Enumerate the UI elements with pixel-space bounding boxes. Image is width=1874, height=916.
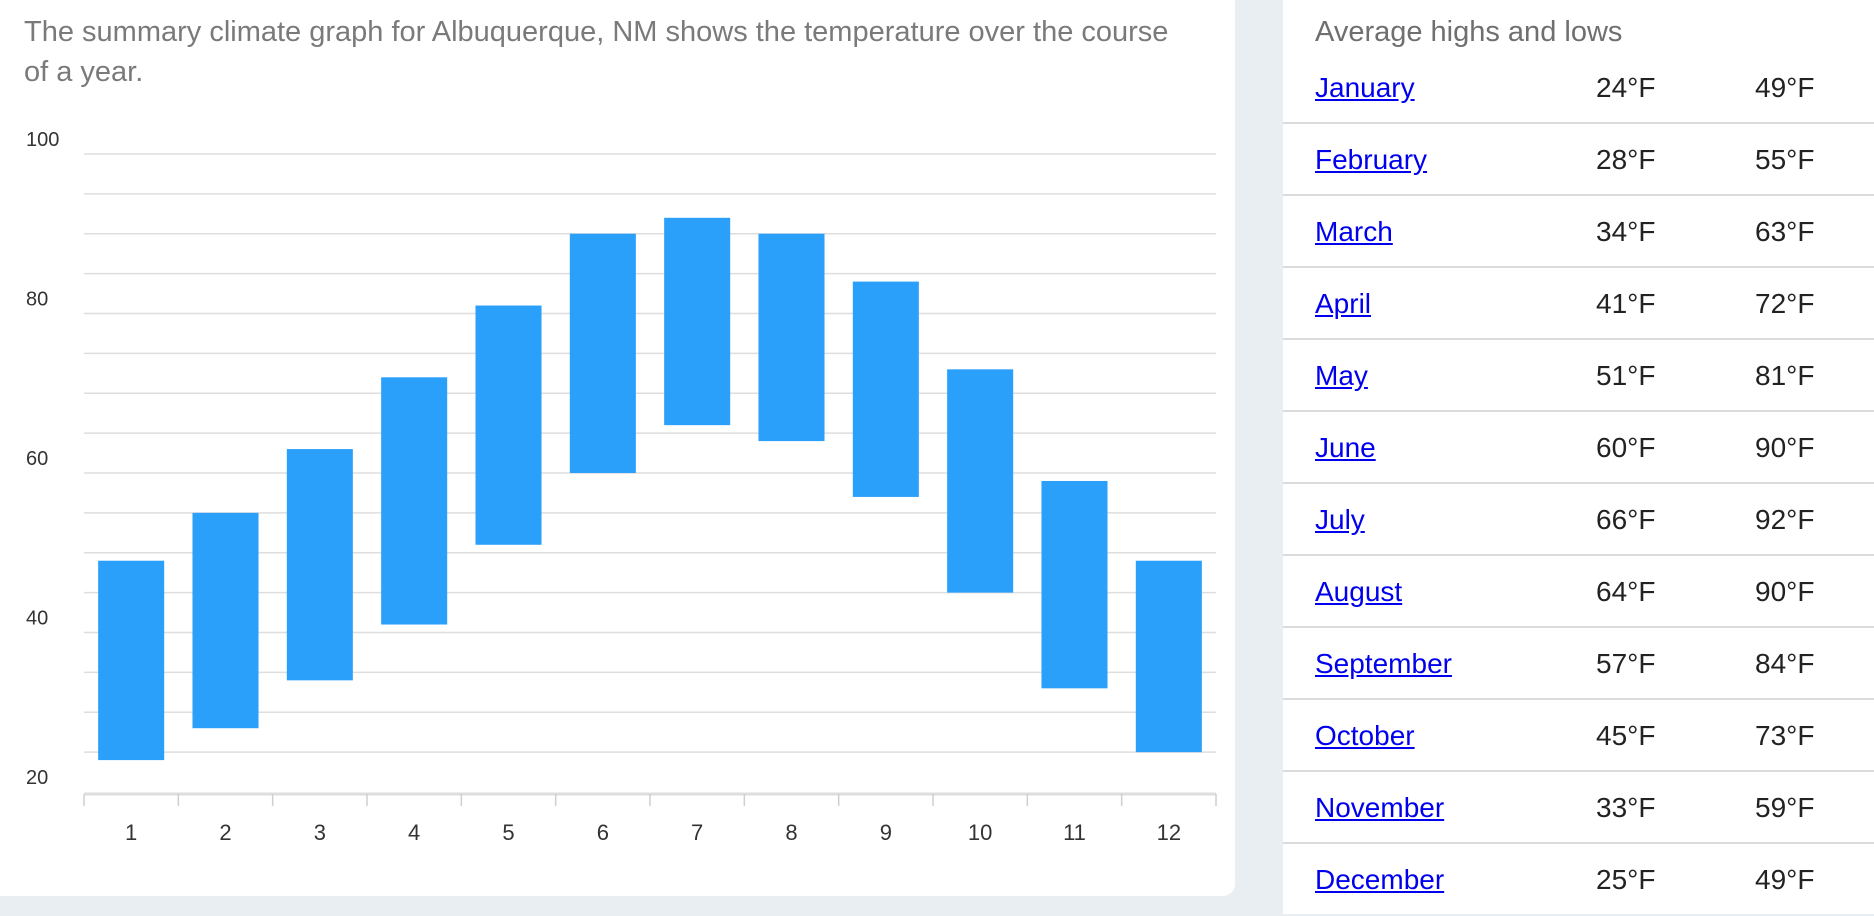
- row-divider: [1283, 842, 1874, 844]
- row-divider: [1283, 338, 1874, 340]
- low-temp: 45°F: [1596, 720, 1656, 751]
- y-tick-label: 40: [26, 608, 48, 630]
- x-axis: [83, 792, 1217, 806]
- temperature-bar-11: [1041, 480, 1108, 689]
- high-temp: 55°F: [1755, 144, 1815, 175]
- row-divider: [1283, 194, 1874, 196]
- temperature-bar-5: [475, 305, 542, 545]
- temperature-bar-12: [1135, 560, 1202, 753]
- low-temp: 66°F: [1596, 504, 1656, 535]
- table-row: October 45°F 73°F: [1283, 700, 1874, 772]
- row-divider: [1283, 266, 1874, 268]
- low-temp: 25°F: [1596, 864, 1656, 895]
- x-tick-label: 4: [408, 820, 420, 840]
- month-link-august[interactable]: August: [1315, 576, 1403, 607]
- low-temp: 28°F: [1596, 144, 1656, 175]
- high-temp: 72°F: [1755, 288, 1815, 319]
- high-temp: 49°F: [1755, 864, 1815, 895]
- month-link-march[interactable]: March: [1315, 216, 1393, 247]
- high-temp: 73°F: [1755, 720, 1815, 751]
- row-divider: [1283, 698, 1874, 700]
- x-tick-label: 1: [125, 820, 137, 840]
- table-row: January 24°F 49°F: [1283, 52, 1874, 124]
- table-row: May 51°F 81°F: [1283, 340, 1874, 412]
- high-temp: 49°F: [1755, 72, 1815, 103]
- temperature-bar-2: [192, 512, 259, 729]
- temperature-bar-7: [664, 217, 731, 426]
- table-row: July 66°F 92°F: [1283, 484, 1874, 556]
- month-link-january[interactable]: January: [1315, 72, 1415, 103]
- table-title: Average highs and lows: [1315, 16, 1623, 48]
- temperature-bar-4: [381, 377, 448, 625]
- y-axis-labels: 20 40 60 80 100: [26, 129, 59, 789]
- high-temp: 90°F: [1755, 576, 1815, 607]
- x-tick-label: 9: [880, 820, 892, 840]
- temperature-bar-6: [569, 233, 636, 473]
- y-tick-label: 100: [26, 129, 59, 151]
- table-row: April 41°F 72°F: [1283, 268, 1874, 340]
- low-temp: 51°F: [1596, 360, 1656, 391]
- x-tick-label: 3: [314, 820, 326, 840]
- table-row: December 25°F 49°F: [1283, 844, 1874, 916]
- row-divider: [1283, 410, 1874, 412]
- table-row: August 64°F 90°F: [1283, 556, 1874, 628]
- low-temp: 64°F: [1596, 576, 1656, 607]
- high-temp: 92°F: [1755, 504, 1815, 535]
- highs-lows-panel: Average highs and lows January 24°F 49°F Fe…: [1283, 0, 1874, 914]
- month-link-may[interactable]: May: [1315, 360, 1368, 391]
- temperature-bar-10: [947, 369, 1014, 593]
- x-tick-label: 7: [691, 820, 703, 840]
- row-divider: [1283, 554, 1874, 556]
- x-tick-label: 12: [1157, 820, 1181, 840]
- month-link-november[interactable]: November: [1315, 792, 1445, 823]
- low-temp: 60°F: [1596, 432, 1656, 463]
- month-link-april[interactable]: April: [1315, 288, 1372, 319]
- y-tick-label: 20: [26, 767, 48, 789]
- month-link-july[interactable]: July: [1315, 504, 1365, 535]
- low-temp: 57°F: [1596, 648, 1656, 679]
- table-row: September 57°F 84°F: [1283, 628, 1874, 700]
- x-tick-label: 8: [785, 820, 797, 840]
- table-row: November 33°F 59°F: [1283, 772, 1874, 844]
- temperature-bar-1: [98, 560, 165, 761]
- low-temp: 34°F: [1596, 216, 1656, 247]
- table-row: June 60°F 90°F: [1283, 412, 1874, 484]
- row-divider: [1283, 770, 1874, 772]
- high-temp: 90°F: [1755, 432, 1815, 463]
- y-tick-label: 60: [26, 448, 48, 470]
- low-temp: 33°F: [1596, 792, 1656, 823]
- low-temp: 41°F: [1596, 288, 1656, 319]
- month-link-february[interactable]: February: [1315, 144, 1428, 175]
- high-temp: 81°F: [1755, 360, 1815, 391]
- month-link-june[interactable]: June: [1315, 432, 1376, 463]
- row-divider: [1283, 482, 1874, 484]
- x-axis-labels: 1 2 3 4 5 6 7 8 9 10 11 12: [125, 820, 1181, 840]
- x-tick-label: 6: [597, 820, 609, 840]
- high-temp: 84°F: [1755, 648, 1815, 679]
- graph-description: The summary climate graph for Albuquerqu…: [24, 16, 1169, 88]
- month-link-october[interactable]: October: [1315, 720, 1415, 751]
- chart-bars: [98, 217, 1202, 761]
- temperature-bar-8: [758, 233, 825, 442]
- row-divider: [1283, 626, 1874, 628]
- high-temp: 59°F: [1755, 792, 1815, 823]
- x-tick-label: 5: [502, 820, 514, 840]
- table-row: March 34°F 63°F: [1283, 196, 1874, 268]
- y-tick-label: 80: [26, 289, 48, 311]
- temperature-bar-9: [852, 281, 919, 497]
- chart-grid: [84, 153, 1216, 753]
- table-row: February 28°F 55°F: [1283, 124, 1874, 196]
- high-temp: 63°F: [1755, 216, 1815, 247]
- x-tick-label: 10: [968, 820, 992, 840]
- month-link-december[interactable]: December: [1315, 864, 1445, 895]
- month-link-september[interactable]: September: [1315, 648, 1452, 679]
- low-temp: 24°F: [1596, 72, 1656, 103]
- climate-graph-card: The summary climate graph for Albuquerqu…: [0, 0, 1235, 896]
- x-tick-label: 2: [219, 820, 231, 840]
- x-tick-label: 11: [1063, 820, 1086, 840]
- row-divider: [1283, 122, 1874, 124]
- temperature-bar-3: [286, 449, 353, 681]
